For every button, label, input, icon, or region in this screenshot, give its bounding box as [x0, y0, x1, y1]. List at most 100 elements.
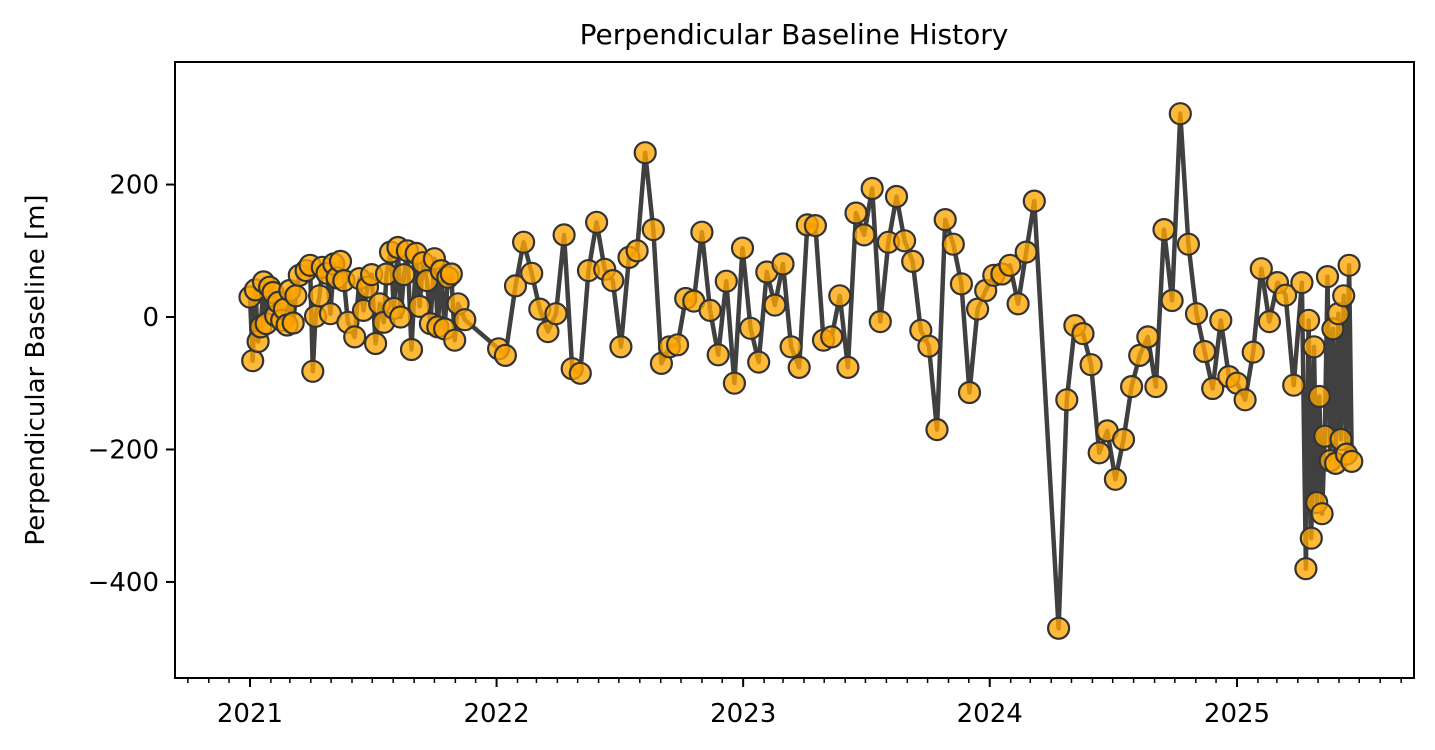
data-point [1310, 502, 1334, 526]
x-tick-label: 2025 [1204, 699, 1270, 729]
data-point [787, 355, 811, 379]
data-point [453, 308, 477, 332]
data-point [714, 269, 738, 293]
data-point [1273, 283, 1298, 307]
data-point [1299, 526, 1323, 550]
data-point [925, 418, 949, 442]
data-point [1022, 189, 1046, 213]
data-point [771, 252, 795, 276]
data-point [1046, 616, 1071, 640]
data-point [722, 371, 747, 395]
data-point [281, 311, 305, 335]
data-point [1209, 308, 1233, 332]
data-point [1103, 467, 1128, 491]
data-point [665, 333, 690, 357]
data-point [803, 214, 828, 238]
data-point [1119, 375, 1144, 399]
data-point [392, 263, 416, 287]
data-point [892, 229, 917, 253]
x-tick-label: 2021 [217, 699, 283, 729]
data-point [763, 293, 787, 317]
y-tick-label: 0 [142, 303, 159, 333]
data-point [609, 335, 633, 359]
data-point [389, 305, 413, 329]
data-point [884, 184, 909, 209]
x-axis: 2021 2022 2023 2024 2025 [187, 678, 1402, 729]
x-tick-label: 2023 [710, 699, 776, 729]
data-point [1302, 335, 1326, 359]
data-point [503, 274, 528, 298]
data-point [552, 223, 576, 247]
data-point [901, 249, 925, 273]
axes-frame [174, 61, 1415, 679]
data-point [284, 284, 308, 308]
data-point [836, 355, 860, 379]
data-point [1087, 441, 1111, 465]
data-point [917, 334, 941, 358]
data-point [779, 335, 803, 359]
data-point [241, 349, 265, 373]
data-point [364, 331, 388, 356]
data-point [308, 284, 332, 308]
data-point [584, 210, 609, 234]
data-point [1282, 373, 1306, 397]
data-point [957, 380, 982, 405]
y-tick-label: −400 [88, 568, 159, 598]
data-point [601, 269, 625, 293]
data-point [1337, 253, 1361, 277]
data-point [1136, 325, 1160, 349]
data-point [1168, 102, 1192, 126]
data-point [1071, 322, 1095, 346]
data-point [511, 230, 536, 254]
data-point [493, 343, 517, 367]
data-point [568, 361, 592, 385]
data-point [860, 176, 884, 201]
data-point [998, 253, 1022, 277]
data-point [868, 310, 892, 334]
data-point [1184, 302, 1209, 326]
data-point [1144, 375, 1168, 399]
data-point [641, 218, 665, 242]
y-axis: 200 0 −200 −400 [88, 171, 175, 598]
data-point [747, 350, 771, 374]
data-point [1111, 427, 1136, 452]
data-point [738, 316, 763, 340]
data-point [933, 208, 957, 232]
data-point [698, 298, 722, 322]
data-point [1192, 339, 1217, 364]
data-point [1307, 384, 1332, 409]
data-point [328, 249, 353, 273]
x-tick-label: 2022 [463, 699, 529, 729]
data-point [301, 359, 325, 383]
data-point [1290, 271, 1314, 295]
data-point [730, 236, 755, 260]
data-point [1201, 376, 1225, 401]
data-point [1055, 388, 1079, 412]
data-point [1241, 340, 1265, 364]
data-point [399, 337, 424, 362]
data-point [544, 302, 568, 326]
data-point [1294, 557, 1318, 581]
data-point [1079, 353, 1103, 377]
data-point [852, 223, 876, 247]
x-tick-label: 2024 [957, 699, 1023, 729]
data-point [625, 239, 649, 263]
data-point [408, 294, 432, 318]
data-point [343, 325, 367, 349]
data-point [443, 328, 467, 352]
data-point [1152, 218, 1176, 242]
data-point [1160, 288, 1184, 313]
plot-area [238, 102, 1364, 640]
data-point [1257, 310, 1282, 334]
data-point [1340, 449, 1364, 473]
data-point [820, 325, 844, 349]
data-point [1296, 308, 1321, 332]
data-point [1233, 388, 1257, 412]
data-point [1176, 232, 1201, 256]
y-tick-label: −200 [88, 435, 159, 465]
data-point [949, 272, 974, 296]
data-point [439, 262, 463, 286]
data-point [633, 141, 657, 165]
